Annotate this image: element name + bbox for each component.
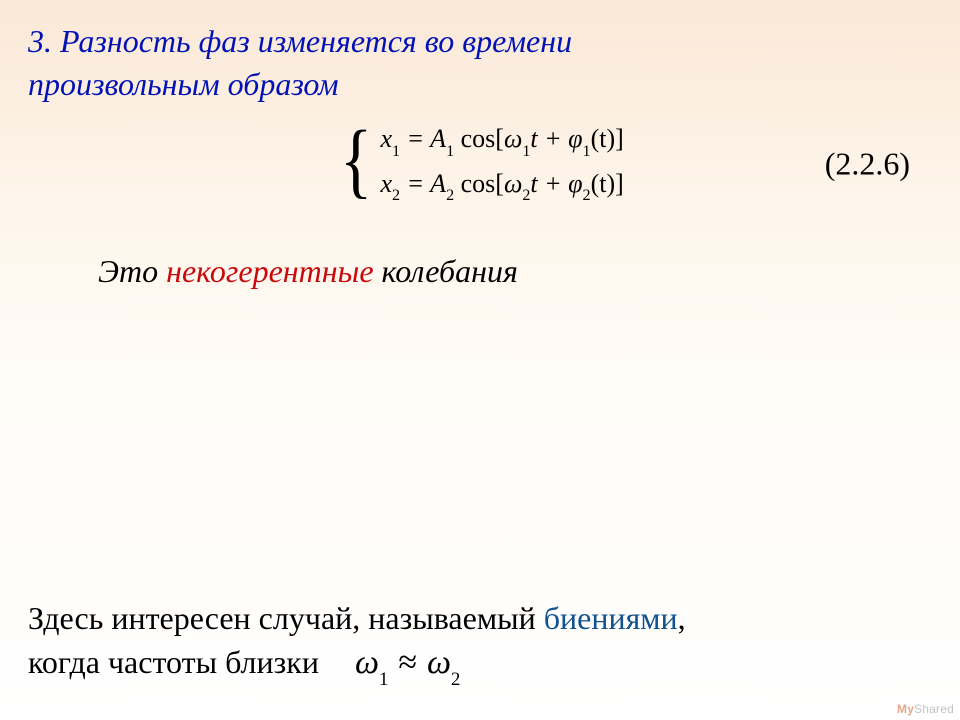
eq2-cos: cos [454, 169, 495, 198]
eq2-sub3: 2 [522, 187, 530, 204]
eq2-arg: (t) [591, 169, 616, 198]
watermark: MyShared [897, 702, 954, 716]
equation-row: { x1 = A1 cos[ω1t + φ1(t)] x2 = A2 cos[ω… [28, 124, 932, 202]
equation-lines: x1 = A1 cos[ω1t + φ1(t)] x2 = A2 cos[ω2t… [380, 124, 623, 202]
slide-heading: 3. Разность фаз изменяется во времени пр… [28, 20, 932, 106]
bottom-part1: Здесь интересен случай, называемый [28, 600, 544, 636]
brace-left-icon: { [340, 127, 372, 194]
watermark-shared: Shared [914, 702, 954, 716]
eq1-sub3: 1 [522, 143, 530, 160]
watermark-my: My [897, 702, 914, 716]
eq1-arg: (t) [591, 124, 616, 153]
eq2-mid: = A [400, 169, 446, 198]
eq2-omega: ω [504, 169, 522, 198]
omega2: ω [427, 644, 451, 681]
eq2-sub4: 2 [583, 187, 591, 204]
omega1-sub: 1 [379, 669, 388, 690]
eq1-omega: ω [504, 124, 522, 153]
eq1-sub1: 1 [392, 143, 400, 160]
eq2-sub2: 2 [446, 187, 454, 204]
definition-suffix: колебания [374, 253, 518, 289]
heading-rest-text: произвольным образом [28, 66, 339, 102]
eq1-x: x [380, 124, 392, 153]
omega1: ω [355, 644, 379, 681]
eq2-x: x [380, 169, 392, 198]
definition-highlight: некогерентные [166, 253, 373, 289]
equation-block: { x1 = A1 cos[ω1t + φ1(t)] x2 = A2 cos[ω… [336, 124, 624, 202]
eq1-brc: ] [615, 124, 624, 153]
eq2-t: t + φ [530, 169, 582, 198]
eq1-cos: cos [454, 124, 495, 153]
heading-lead: 3. Разность фаз изменяется во времени [28, 23, 572, 59]
bottom-part3: когда частоты близки [28, 644, 319, 680]
eq1-mid: = A [400, 124, 446, 153]
omega-expression: ω1≈ω2 [327, 644, 460, 681]
eq2-bro: [ [495, 169, 504, 198]
approx-symbol: ≈ [388, 644, 427, 681]
definition-prefix: Это [98, 253, 166, 289]
eq1-bro: [ [495, 124, 504, 153]
eq2-brc: ] [615, 169, 624, 198]
eq1-sub2: 1 [446, 143, 454, 160]
eq2-sub1: 2 [392, 187, 400, 204]
equation-number: (2.2.6) [825, 145, 910, 182]
equation-line-1: x1 = A1 cos[ω1t + φ1(t)] [380, 124, 623, 158]
bottom-paragraph: Здесь интересен случай, называемый биени… [28, 597, 932, 688]
eq1-sub4: 1 [583, 143, 591, 160]
equation-line-2: x2 = A2 cos[ω2t + φ2(t)] [380, 169, 623, 203]
omega2-sub: 2 [451, 669, 460, 690]
bottom-part2: , [678, 600, 686, 636]
bottom-beat: биениями [544, 600, 678, 636]
eq1-t: t + φ [530, 124, 582, 153]
definition-line: Это некогерентные колебания [28, 253, 932, 290]
